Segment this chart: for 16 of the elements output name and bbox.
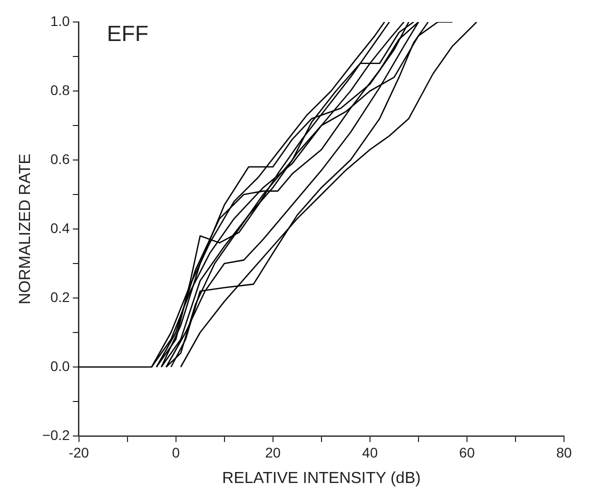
y-tick-label: 0.4: [50, 220, 70, 236]
x-tick-label: 20: [265, 444, 281, 460]
x-axis-title: RELATIVE INTENSITY (dB): [222, 470, 421, 487]
x-tick-label: 80: [556, 444, 572, 460]
y-tick-label: 1.0: [50, 12, 70, 29]
chart-title: EFF: [106, 21, 148, 46]
x-tick-label: 40: [362, 444, 378, 460]
y-tick-label: 0.6: [50, 150, 70, 167]
y-axis-title: NORMALIZED RATE: [17, 154, 34, 304]
x-tick-label: 60: [459, 444, 475, 460]
x-tick-label: 0: [172, 444, 180, 460]
y-tick-label: −0.2: [42, 426, 70, 443]
y-tick-label: 0.2: [50, 288, 70, 305]
x-tick-label: -20: [68, 444, 90, 460]
y-tick-label: 0.0: [50, 358, 70, 374]
y-tick-label: 0.8: [50, 82, 70, 98]
